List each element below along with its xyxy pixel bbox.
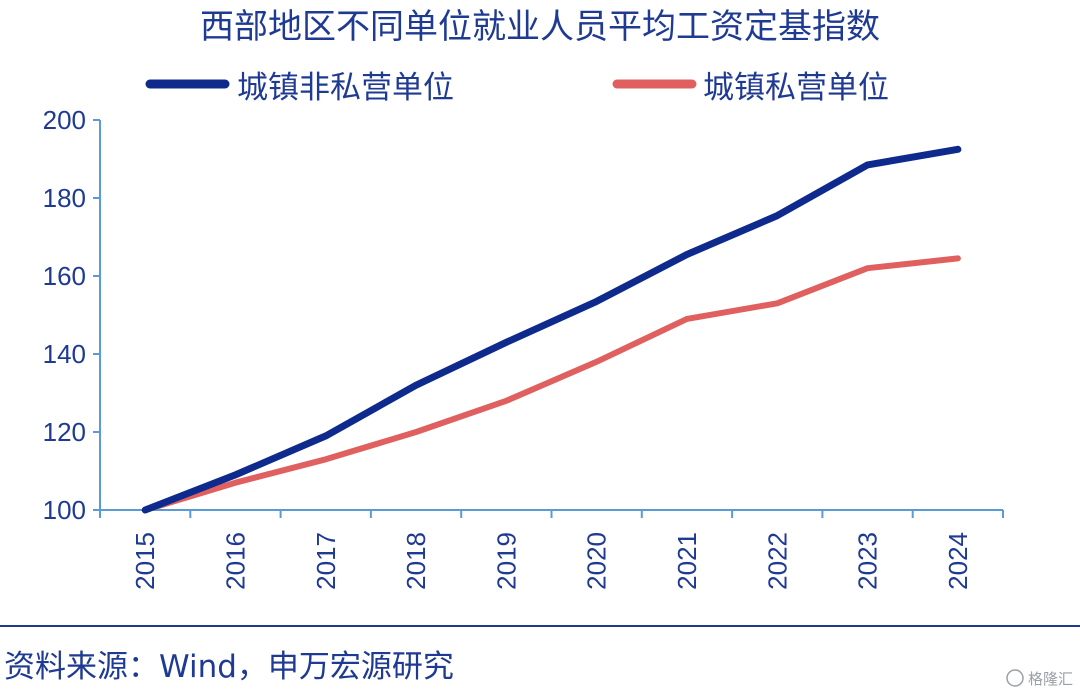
- x-tick-label: 2024: [943, 532, 973, 590]
- x-axis-ticks: 2015 2016 2017 2018 2019 2020 2021 2022 2023 2024: [99, 510, 1004, 590]
- y-tick-label: 200: [43, 105, 86, 135]
- x-tick-label: 2021: [672, 532, 702, 590]
- y-tick-label: 120: [43, 417, 86, 447]
- x-tick-label: 2023: [853, 532, 883, 590]
- source-note: 资料来源：Wind，申万宏源研究: [4, 649, 454, 685]
- y-tick-label: 160: [43, 261, 86, 291]
- x-tick-label: 2015: [130, 532, 160, 590]
- legend: 城镇非私营单位 城镇私营单位: [145, 70, 889, 106]
- watermark-logo: 格隆汇: [1006, 669, 1073, 688]
- series-line-private: [142, 255, 961, 513]
- x-tick-label: 2020: [582, 532, 612, 590]
- y-tick-label: 100: [43, 495, 86, 525]
- watermark-icon: [1006, 669, 1024, 687]
- y-tick-label: 140: [43, 339, 86, 369]
- watermark-text: 格隆汇: [1028, 670, 1073, 688]
- axes: [99, 120, 1003, 511]
- chart-title: 西部地区不同单位就业人员平均工资定基指数: [200, 7, 880, 47]
- legend-label-private: 城镇私营单位: [703, 70, 889, 106]
- x-tick-label: 2016: [220, 532, 250, 590]
- x-tick-label: 2019: [491, 532, 521, 590]
- legend-label-non-private: 城镇非私营单位: [237, 70, 454, 106]
- x-tick-label: 2022: [762, 532, 792, 590]
- x-tick-label: 2018: [401, 532, 431, 590]
- series-lines: [141, 145, 962, 514]
- y-tick-label: 180: [43, 183, 86, 213]
- x-tick-label: 2017: [311, 532, 341, 590]
- y-axis-ticks: 100 120 140 160 180 200: [43, 105, 100, 525]
- series-line-non-private: [141, 145, 962, 514]
